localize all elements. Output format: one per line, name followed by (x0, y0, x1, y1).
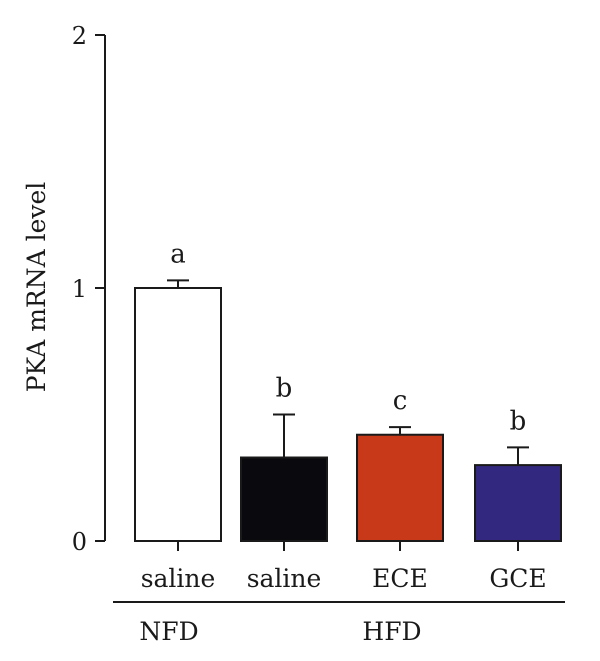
x-tick-label: saline (247, 564, 322, 593)
bar (240, 456, 328, 543)
group-label: NFD (139, 617, 198, 646)
y-tick-label: 0 (72, 528, 87, 556)
significance-label: b (276, 374, 293, 404)
x-tick-label: ECE (372, 564, 428, 593)
bar (134, 287, 222, 542)
group-label: HFD (362, 617, 421, 646)
y-tick-label: 1 (72, 275, 87, 303)
significance-label: b (510, 406, 527, 436)
significance-label: c (393, 386, 408, 416)
x-tick-label: saline (141, 564, 216, 593)
y-tick-label: 2 (72, 22, 87, 50)
plot-area: 0 1 2 a saline b saline c ECE b GCE NFD HFD (72, 22, 565, 646)
significance-label: a (170, 239, 186, 269)
bar (474, 464, 562, 543)
y-axis-title: PKA mRNA level (22, 182, 51, 393)
bar (356, 433, 444, 542)
x-tick-label: GCE (489, 564, 546, 593)
